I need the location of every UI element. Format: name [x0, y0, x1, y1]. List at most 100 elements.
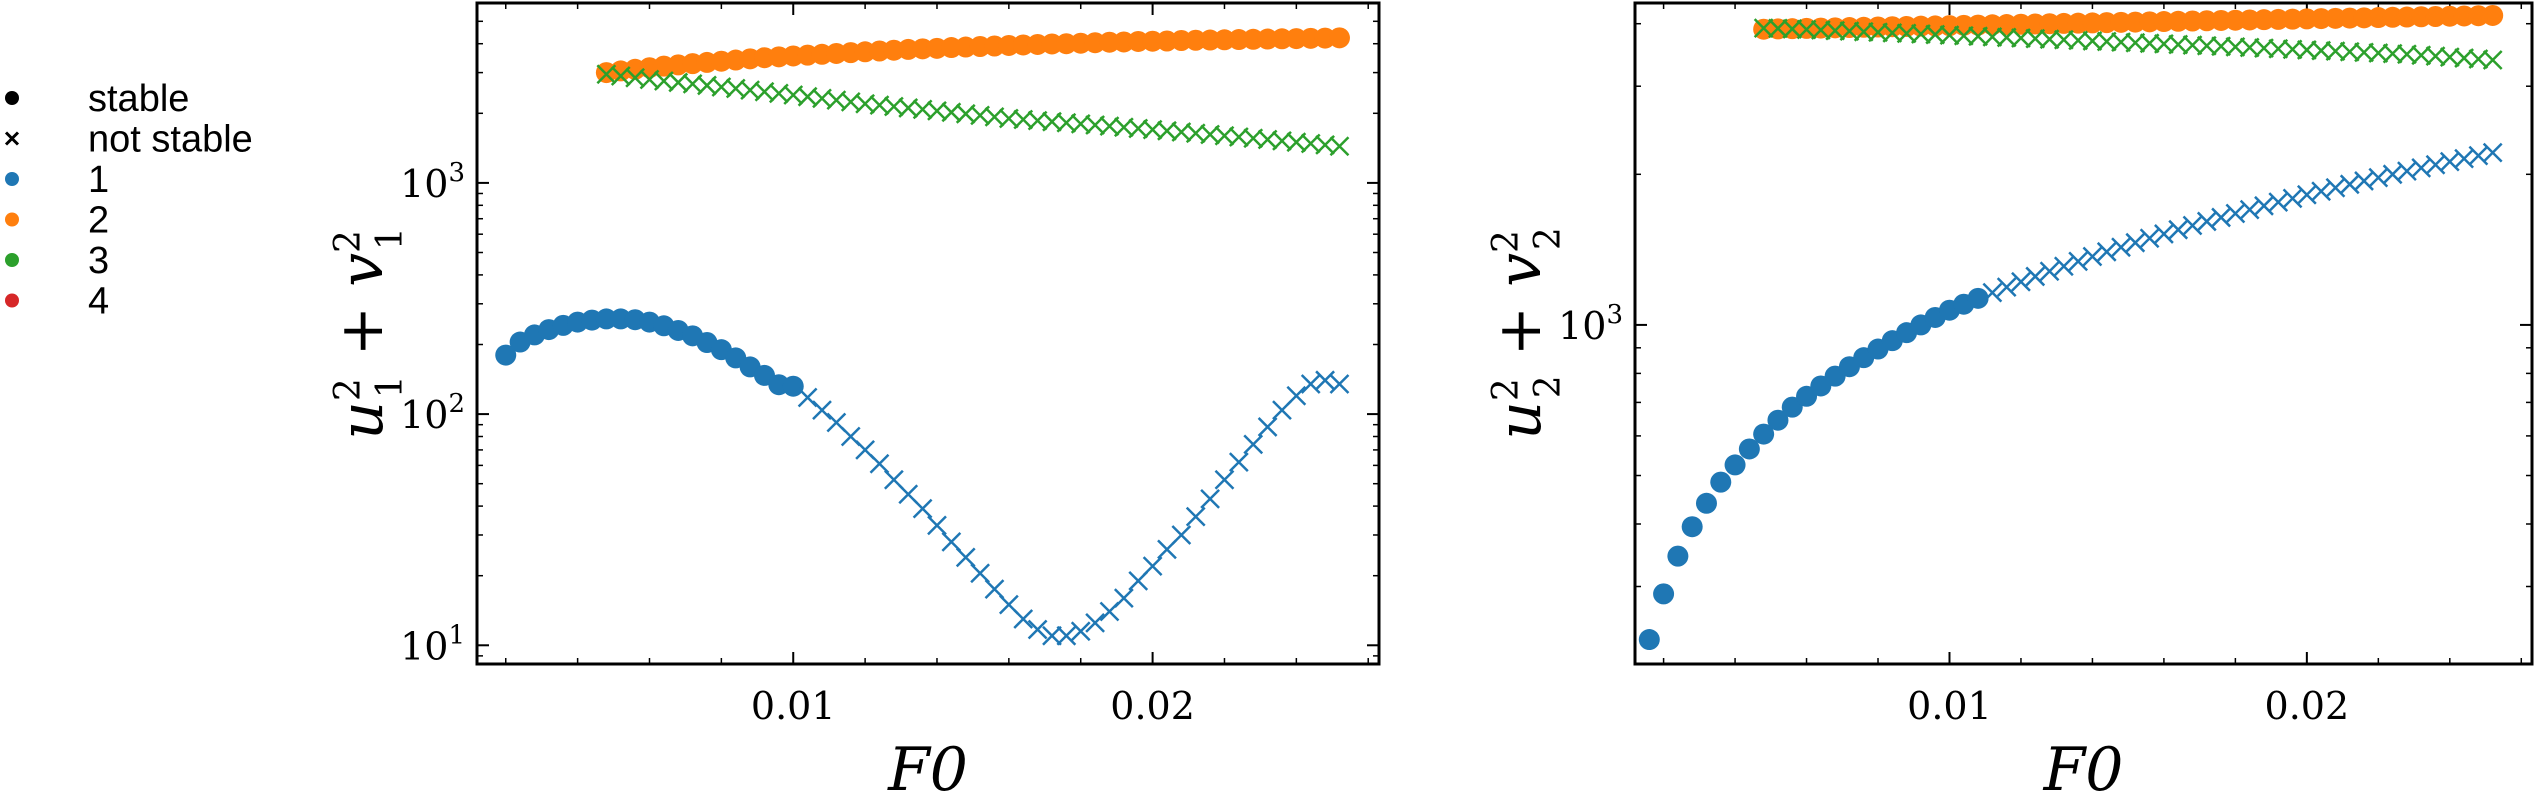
point-series-1-not-stable	[2268, 192, 2289, 212]
point-series-1-not-stable	[1243, 434, 1264, 455]
legend-label-3: 3	[88, 240, 109, 282]
y-tick-label-base: 10	[400, 393, 448, 437]
y-label-sub: 2	[1528, 375, 1569, 398]
x-tick-label: 0.01	[751, 684, 836, 728]
point-series-1-not-stable	[812, 400, 832, 421]
point-series-1-not-stable	[912, 498, 933, 519]
point-series-1-not-stable	[869, 453, 890, 474]
y-tick-label: 103	[1558, 300, 1623, 348]
y-label-sup: 2	[1486, 230, 1527, 253]
point-series-1-not-stable	[1982, 282, 2003, 303]
point-series-1-not-stable	[955, 547, 976, 568]
x-tick-label: 0.02	[1110, 684, 1195, 728]
point-series-1-stable	[1724, 454, 1746, 476]
point-series-1-stable	[1681, 516, 1703, 538]
point-series-1-not-stable	[2254, 195, 2274, 216]
point-series-1-stable	[1781, 396, 1803, 418]
point-series-1-not-stable	[2482, 142, 2503, 163]
legend-label-2: 2	[88, 200, 109, 242]
y-tick-label-exponent: 3	[448, 158, 465, 188]
point-series-1-not-stable	[2196, 211, 2217, 232]
point-series-1-not-stable	[1142, 556, 1163, 577]
point-series-1-not-stable	[2182, 215, 2203, 236]
point-series-1-not-stable	[1013, 609, 1034, 629]
point-series-1-not-stable	[1300, 374, 1321, 394]
point-series-1-not-stable	[2025, 266, 2046, 287]
y-label-v: v	[1485, 253, 1555, 287]
point-series-2-stable	[2482, 4, 2504, 26]
y-label-plus: +	[327, 287, 397, 375]
point-series-1-stable	[1695, 492, 1717, 514]
point-series-1-not-stable	[1042, 625, 1062, 646]
data-marks-left	[495, 27, 1350, 646]
y-tick-label-exponent: 1	[448, 620, 465, 650]
point-series-1-not-stable	[2039, 261, 2060, 282]
y-tick-label-base: 10	[400, 624, 448, 668]
x-axis-label: F0	[2043, 735, 2124, 801]
y-tick-label: 101	[400, 620, 465, 668]
point-series-1-stable	[1753, 423, 1775, 445]
point-series-1-not-stable	[2168, 219, 2189, 240]
point-series-1-not-stable	[2011, 271, 2031, 292]
point-series-1-stable	[495, 344, 517, 366]
point-series-1-not-stable	[2239, 199, 2260, 220]
x-tick-label: 0.02	[2265, 684, 2350, 728]
point-series-1-not-stable	[2053, 256, 2074, 277]
y-axis-label: u21 + v21	[327, 227, 411, 440]
point-series-1-not-stable	[1027, 619, 1048, 640]
point-series-1-not-stable	[1228, 452, 1249, 472]
y-tick-label-exponent: 2	[448, 389, 465, 419]
point-series-3-not-stable	[1329, 136, 1350, 157]
point-series-1-stable	[782, 375, 804, 397]
point-series-1-not-stable	[2111, 237, 2131, 258]
point-series-1-not-stable	[1257, 417, 1278, 437]
point-series-1-stable	[1967, 287, 1989, 309]
point-series-1-not-stable	[1214, 469, 1235, 490]
point-series-1-not-stable	[1113, 588, 1134, 608]
point-series-1-not-stable	[2225, 203, 2246, 224]
legend-label-1: 1	[88, 159, 109, 201]
y-label-sup: 2	[328, 230, 369, 253]
point-series-1-not-stable	[1185, 506, 1206, 527]
point-series-1-stable	[1653, 583, 1675, 605]
y-tick-label-exponent: 3	[1606, 300, 1623, 330]
point-series-1-not-stable	[2096, 241, 2117, 262]
point-series-1-stable	[595, 308, 617, 330]
point-series-3-not-stable	[1753, 18, 1774, 38]
y-label-v: v	[327, 253, 397, 287]
point-series-1-not-stable	[2082, 246, 2103, 267]
y-label-sub: 1	[370, 375, 411, 398]
point-series-1-stable	[1667, 545, 1689, 567]
legend-marker-color-3	[5, 253, 19, 267]
point-series-1-stable	[1738, 438, 1760, 460]
point-series-1-not-stable	[2068, 251, 2089, 272]
y-tick-label: 103	[400, 158, 465, 206]
legend-label-4: 4	[88, 281, 109, 323]
y-label-sup: 2	[328, 378, 369, 401]
legend-marker-color-2	[5, 212, 19, 227]
y-tick-label-base: 10	[400, 162, 448, 206]
point-series-1-not-stable	[1070, 621, 1091, 642]
point-series-1-not-stable	[1085, 613, 1105, 633]
point-series-3-not-stable	[2482, 50, 2503, 70]
point-series-1-not-stable	[2139, 228, 2160, 249]
y-tick-label: 102	[400, 389, 465, 437]
y-label-plus: +	[1485, 287, 1555, 375]
point-series-2-stable	[1328, 27, 1350, 49]
point-series-1-not-stable	[1200, 488, 1220, 509]
point-series-1-not-stable	[970, 563, 990, 584]
legend-marker-not-stable	[4, 131, 20, 146]
point-series-1-not-stable	[2296, 184, 2317, 205]
point-series-1-not-stable	[2311, 181, 2332, 202]
plot-frame-right	[1633, 1, 2534, 666]
x-tick-label: 0.01	[1907, 684, 1992, 728]
legend-marker-color-4	[5, 293, 19, 308]
y-label-u: u	[1485, 401, 1555, 440]
point-series-1-stable	[1710, 471, 1732, 493]
point-series-1-not-stable	[927, 515, 947, 536]
y-label-sup: 2	[1486, 378, 1527, 401]
